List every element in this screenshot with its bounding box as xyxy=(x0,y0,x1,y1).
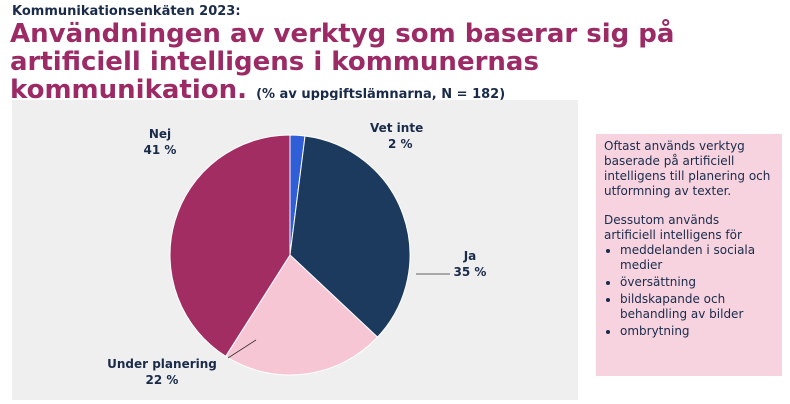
leader-line xyxy=(227,339,257,359)
info-bullet: översättning xyxy=(620,275,774,290)
pie-slice-ja xyxy=(289,135,411,338)
page-title: Användningen av verktyg som baserar sig … xyxy=(10,20,780,109)
pie-slices xyxy=(169,134,411,376)
slice-label: Vet inte xyxy=(370,121,423,135)
title-text: Användningen av verktyg som baserar sig … xyxy=(10,19,675,105)
slice-value-label: 2 % xyxy=(388,137,413,151)
slice-labels: Vet inte 2 % Ja 35 % Under planering 22 % Nej 4… xyxy=(107,121,486,387)
info-bullet-list: meddelanden i sociala medier översättnin… xyxy=(604,243,774,339)
info-box: Oftast används verktyg baserade på artif… xyxy=(596,134,782,376)
leader-lines xyxy=(227,273,450,359)
info-paragraph-2: Dessutom används artificiell intelligens… xyxy=(604,213,742,242)
kicker: Kommunikationsenkäten 2023: xyxy=(12,4,241,19)
slice-value-label: 22 % xyxy=(146,373,179,387)
pie-slice-nej xyxy=(169,134,291,358)
pie-chart: Vet inte 2 % Ja 35 % Under planering 22 % Nej 4… xyxy=(107,121,486,387)
title-note: (% av uppgiftslämnarna, N = 182) xyxy=(256,87,506,102)
info-paragraph-1: Oftast används verktyg baserade på artif… xyxy=(604,139,771,198)
slice-value-label: 35 % xyxy=(454,265,487,279)
chart-panel: Vet inte 2 % Ja 35 % Under planering 22 % Nej 4… xyxy=(12,100,578,400)
slice-label: Ja xyxy=(463,249,477,263)
slice-label: Nej xyxy=(149,127,171,141)
slice-value-label: 41 % xyxy=(144,143,177,157)
info-bullet: meddelanden i sociala medier xyxy=(620,243,774,273)
info-bullet: bildskapande och behandling av bilder xyxy=(620,292,774,322)
pie-slice-under-planering xyxy=(225,254,379,376)
slice-label: Under planering xyxy=(107,357,217,371)
info-bullet: ombrytning xyxy=(620,324,774,339)
